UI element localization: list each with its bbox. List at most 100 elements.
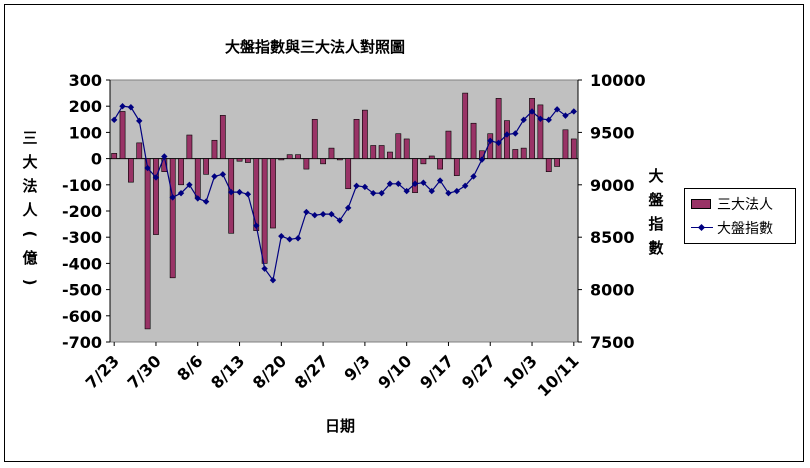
x-tick-label: 9/3 [340,351,373,384]
right-tick-label: 8000 [590,281,635,300]
bar [345,158,352,190]
bar [219,115,226,159]
chart-title: 大盤指數與三大法人對照圖 [224,38,405,56]
left-axis-label: 三 大 法 人 ( 億 ) [20,126,40,294]
bar [420,158,427,165]
bar [362,109,368,159]
legend-line-label: 大盤指數 [717,221,773,237]
index-point [136,117,143,125]
index-point [336,217,344,224]
bar [370,145,377,159]
index-point [161,153,168,160]
bar [537,104,544,159]
bar [228,158,235,234]
index-point [436,177,444,184]
index-point [361,183,369,191]
bar [470,122,477,159]
index-point [395,180,402,187]
index-point [562,112,569,119]
index-point [528,108,536,115]
index-point [537,115,544,122]
bar [286,154,293,159]
bar [445,130,452,159]
index-point [186,181,193,188]
bar [328,147,335,159]
x-tick-label: 9/17 [416,351,457,392]
left-tick-label: 200 [69,97,102,116]
index-point [461,182,469,190]
bar [504,120,510,159]
index-point [453,187,461,195]
index-point [553,106,561,113]
left-tick-label: 0 [91,150,102,169]
left-tick-label: -100 [62,176,102,195]
index-point [253,222,260,229]
index-point [169,194,176,201]
index-point [219,171,227,178]
bar [412,158,418,193]
legend: 三大法人 大盤指數 [684,188,796,244]
left-tick-label: -400 [62,254,102,273]
index-point [227,188,235,196]
bar [453,158,460,176]
bar [245,158,251,163]
left-axis-label-char: 億 [22,249,38,267]
right-axis-label: 大 盤 指 數 [646,164,666,260]
bar [136,142,143,159]
index-point [445,189,452,197]
index-point [386,180,394,187]
left-tick-label: -700 [62,333,102,352]
index-point [328,210,335,218]
index-point [244,191,252,198]
x-tick-label: 9/10 [374,351,415,392]
index-point [353,182,360,190]
x-tick-label: 8/6 [173,351,206,384]
bar [153,158,159,235]
right-axis-label-char: 盤 [648,191,664,209]
left-axis-label-char: 三 [22,129,38,147]
bar [395,133,402,159]
index-point [127,104,135,111]
right-tick-label: 10000 [590,71,646,90]
bar [119,111,126,159]
x-tick-label: 8/13 [207,351,248,392]
bar [353,119,360,159]
x-axis-label: 日期 [324,417,355,435]
bar [178,158,184,186]
bar [211,139,218,159]
index-point [545,116,552,124]
legend-line-swatch [691,223,713,233]
index-point [211,173,218,180]
plot-area [109,79,579,343]
x-tick-label: 8/27 [291,351,332,392]
x-tick-label: 7/30 [124,351,165,392]
left-axis-label-char: 法 [22,177,38,195]
chart-frame [4,4,804,462]
index-point [152,174,160,181]
index-point [294,235,302,242]
index-point [411,180,419,187]
left-tick-label: -300 [62,228,102,247]
x-tick-label: 9/27 [458,351,499,392]
index-point [269,276,277,284]
x-tick-label: 10/11 [534,351,583,400]
left-axis-label-char: 人 [22,201,38,219]
index-point [278,232,285,240]
bar [462,92,469,159]
index-point [470,173,477,180]
right-tick-label: 8500 [590,228,635,247]
index-point [378,189,385,197]
bar [403,138,410,159]
legend-bar-label: 三大法人 [717,197,773,213]
index-point [487,137,494,144]
bar [278,158,285,161]
index-point [503,131,511,138]
left-tick-label: 300 [69,71,102,90]
bar [512,149,519,159]
index-point [236,188,243,196]
bar [111,153,118,159]
right-axis-label-char: 指 [648,215,664,233]
index-point [420,179,427,186]
bar [253,158,260,231]
